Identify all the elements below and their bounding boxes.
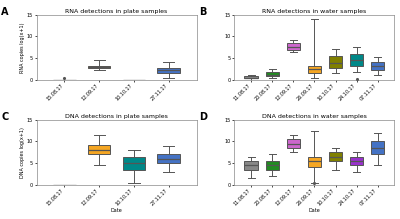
Title: DNA detections in water samples: DNA detections in water samples bbox=[262, 114, 367, 118]
PathPatch shape bbox=[88, 66, 110, 68]
Text: D: D bbox=[199, 112, 207, 122]
Y-axis label: DNA copies log(x+1): DNA copies log(x+1) bbox=[20, 127, 26, 178]
PathPatch shape bbox=[329, 56, 342, 68]
PathPatch shape bbox=[266, 72, 279, 76]
PathPatch shape bbox=[158, 68, 180, 73]
Text: C: C bbox=[1, 112, 9, 122]
PathPatch shape bbox=[329, 152, 342, 161]
PathPatch shape bbox=[286, 139, 300, 148]
PathPatch shape bbox=[308, 66, 321, 73]
PathPatch shape bbox=[350, 54, 363, 66]
X-axis label: Date: Date bbox=[308, 208, 320, 214]
Title: RNA detections in water samples: RNA detections in water samples bbox=[262, 9, 366, 14]
PathPatch shape bbox=[158, 154, 180, 163]
Text: B: B bbox=[199, 7, 207, 17]
Title: DNA detections in plate samples: DNA detections in plate samples bbox=[65, 114, 168, 118]
Text: A: A bbox=[1, 7, 9, 17]
PathPatch shape bbox=[244, 161, 258, 170]
PathPatch shape bbox=[244, 76, 258, 78]
PathPatch shape bbox=[88, 145, 110, 154]
PathPatch shape bbox=[371, 62, 384, 70]
PathPatch shape bbox=[286, 43, 300, 50]
PathPatch shape bbox=[350, 157, 363, 165]
Title: RNA detections in plate samples: RNA detections in plate samples bbox=[66, 9, 168, 14]
PathPatch shape bbox=[308, 157, 321, 167]
X-axis label: Date: Date bbox=[111, 208, 122, 214]
PathPatch shape bbox=[123, 157, 145, 170]
PathPatch shape bbox=[371, 141, 384, 154]
Y-axis label: RNA copies log(x+1): RNA copies log(x+1) bbox=[20, 22, 26, 72]
PathPatch shape bbox=[266, 161, 279, 170]
